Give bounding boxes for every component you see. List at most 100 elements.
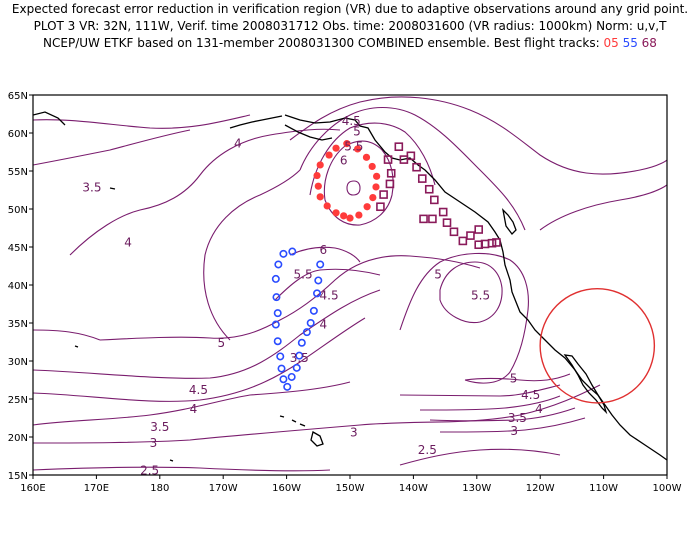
track-68-point <box>466 231 475 240</box>
track-id-purple: 68 <box>641 36 657 50</box>
track-55-point <box>271 320 280 329</box>
track-68-point <box>399 155 409 164</box>
track-05-point <box>362 153 371 161</box>
track-68-point <box>376 202 385 212</box>
contour-5-inner-west <box>203 169 301 341</box>
contour-4.5-lower <box>33 289 381 379</box>
track-55-point <box>288 247 297 256</box>
contour-4-north <box>33 114 251 129</box>
track-68-point <box>449 227 459 237</box>
track-68-point <box>383 155 393 164</box>
track-55-point <box>306 318 315 327</box>
contour-label: 4.5 <box>342 114 361 128</box>
track-05-point <box>369 194 377 202</box>
title-line-2: PLOT 3 VR: 32N, 111W, Verif. time 200803… <box>33 19 667 33</box>
lat-tick-label: 50N <box>8 205 28 216</box>
contour-3.5-left <box>33 381 351 426</box>
contour-label: 4.5 <box>521 388 540 402</box>
track-05-point <box>343 140 351 148</box>
longitude-axis: 160E 170E 180 170W 160W 150W 140W 130W 120W 110W 1… <box>20 475 682 494</box>
contour-label: 3.5 <box>82 181 101 195</box>
lon-tick-label: 160W <box>272 483 301 494</box>
track-05-point <box>313 171 321 180</box>
track-55-point <box>272 293 281 302</box>
contour-5-east <box>399 252 529 384</box>
contour-label: 6 <box>320 243 328 257</box>
title-line-1: Expected forecast error reduction in ver… <box>11 2 689 16</box>
lon-tick-label: 160E <box>20 483 45 494</box>
track-68-point <box>487 238 497 248</box>
track-55-point <box>309 306 318 315</box>
contour-4-se <box>419 395 561 411</box>
lat-tick-label: 55N <box>8 167 28 178</box>
contour-5-lower <box>99 255 481 341</box>
contour-label: 3.5 <box>150 420 169 434</box>
track-05-point <box>340 212 348 220</box>
lon-tick-label: 100W <box>653 483 682 494</box>
contour-5-se <box>464 373 571 382</box>
contour-label: 3.5 <box>508 411 527 425</box>
track-55-point <box>302 328 311 337</box>
title-line-3-prefix: NCEP/UW ETKF based on 131-member 2008031… <box>43 36 600 50</box>
title-line-3: NCEP/UW ETKF based on 131-member 2008031… <box>0 36 700 50</box>
track-id-blue: 55 <box>622 36 638 50</box>
contour-label: 4 <box>535 402 543 416</box>
hawaii-small-2 <box>299 423 306 427</box>
contour-label: 4.5 <box>189 383 208 397</box>
lon-tick-label: 140W <box>399 483 428 494</box>
contour-3-left <box>33 384 601 444</box>
track-68-point <box>379 190 388 199</box>
track-05-point <box>332 144 340 152</box>
coastlines <box>33 111 667 462</box>
track-05-point <box>323 202 331 210</box>
track-55-point <box>314 276 323 285</box>
track-55-point <box>271 274 280 283</box>
latitude-axis: 65N 60N 55N 50N 45N 40N 35N 30N 25N 20N 15N <box>8 91 33 482</box>
lat-tick-label: 15N <box>8 471 28 482</box>
lon-tick-label: 150W <box>336 483 365 494</box>
track-05-point <box>354 145 362 153</box>
contour-label: 3 <box>150 436 158 450</box>
contour-4.5-north <box>289 96 667 175</box>
contour-label: 5 <box>353 124 361 138</box>
contour-label: 4 <box>124 235 132 249</box>
flight-tracks <box>271 140 501 391</box>
contour-label: 6 <box>340 153 348 167</box>
track-05-point <box>314 182 322 190</box>
contour-3.5-west <box>33 129 191 166</box>
lon-tick-label: 110W <box>589 483 618 494</box>
track-05-point <box>346 214 354 222</box>
lat-tick-label: 20N <box>8 433 28 444</box>
verification-region-circle <box>539 287 656 404</box>
track-05-point <box>325 151 333 159</box>
lon-tick-label: 120W <box>526 483 555 494</box>
contour-4.5-se <box>399 384 561 397</box>
contour-5-north <box>299 107 526 231</box>
contour-5.5-mid <box>274 268 381 301</box>
track-05-point <box>368 162 376 171</box>
lat-tick-label: 25N <box>8 395 28 406</box>
contour-2.5-left <box>33 466 331 472</box>
track-68-point <box>386 168 396 178</box>
aleutian-chain <box>229 115 283 129</box>
track-id-red: 05 <box>603 36 619 50</box>
track-55-point <box>279 249 288 258</box>
contour-label: 2.5 <box>418 443 437 457</box>
lat-tick-label: 40N <box>8 281 28 292</box>
track-68-point <box>492 238 501 247</box>
track-68-point <box>428 214 437 224</box>
hawaii-small-3 <box>279 415 285 418</box>
track-55-point <box>287 372 296 381</box>
kamchatka-edge <box>33 111 66 126</box>
lat-tick-label: 35N <box>8 319 28 330</box>
contour-label: 4 <box>190 402 198 416</box>
contour-6-north <box>323 140 394 226</box>
track-55-point <box>283 382 292 391</box>
track-68-point <box>474 225 484 234</box>
track-68-point <box>385 179 395 189</box>
track-68-point <box>412 162 421 172</box>
contour-west-edge <box>33 329 101 341</box>
contour-6-mid <box>289 246 361 263</box>
lat-tick-label: 45N <box>8 243 28 254</box>
track-05-point <box>316 161 324 169</box>
